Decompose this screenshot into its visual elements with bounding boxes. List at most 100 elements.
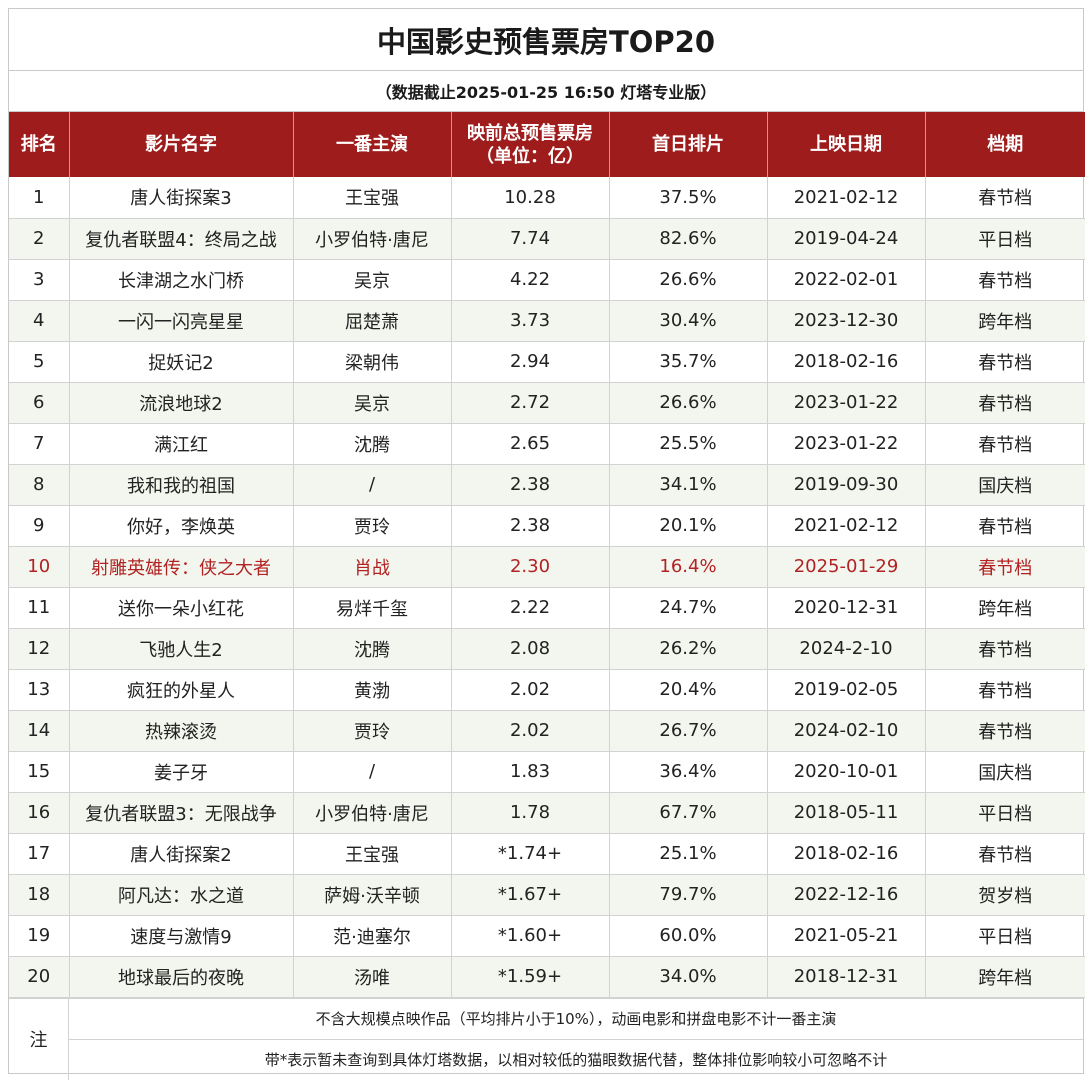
cell-presale: *1.59+: [451, 956, 610, 998]
cell-first-day-share: 67.7%: [609, 792, 768, 834]
note-line-2: 带*表示暂未查询到具体灯塔数据，以相对较低的猫眼数据代替，整体排位影响较小可忽略…: [69, 1038, 1083, 1080]
cell-lead: 吴京: [293, 382, 452, 424]
cell-season: 跨年档: [925, 956, 1085, 998]
cell-first-day-share: 25.1%: [609, 833, 768, 875]
cell-first-day-share: 36.4%: [609, 751, 768, 793]
cell-release-date: 2023-01-22: [767, 423, 926, 465]
cell-presale: 2.38: [451, 505, 610, 547]
cell-release-date: 2020-10-01: [767, 751, 926, 793]
cell-presale: 2.65: [451, 423, 610, 465]
cell-presale: 2.22: [451, 587, 610, 629]
cell-season: 春节档: [925, 505, 1085, 547]
cell-rank: 7: [9, 423, 70, 465]
cell-lead: 萨姆·沃辛顿: [293, 874, 452, 916]
cell-rank: 5: [9, 341, 70, 383]
cell-season: 春节档: [925, 833, 1085, 875]
cell-lead: 范·迪塞尔: [293, 915, 452, 957]
cell-film: 你好，李焕英: [69, 505, 294, 547]
cell-rank: 17: [9, 833, 70, 875]
cell-season: 平日档: [925, 218, 1085, 260]
cell-season: 贺岁档: [925, 874, 1085, 916]
header-season: 档期: [925, 112, 1085, 177]
cell-rank: 4: [9, 300, 70, 342]
cell-season: 春节档: [925, 546, 1085, 588]
cell-lead: 屈楚萧: [293, 300, 452, 342]
cell-season: 春节档: [925, 259, 1085, 301]
cell-first-day-share: 60.0%: [609, 915, 768, 957]
cell-rank: 12: [9, 628, 70, 670]
cell-release-date: 2018-05-11: [767, 792, 926, 834]
cell-presale: 2.72: [451, 382, 610, 424]
cell-release-date: 2018-02-16: [767, 341, 926, 383]
ranking-table: 排名 影片名字 一番主演 映前总预售票房 （单位：亿） 首日排片 上映日期 档期…: [9, 112, 1085, 998]
cell-release-date: 2024-2-10: [767, 628, 926, 670]
cell-release-date: 2021-02-12: [767, 505, 926, 547]
table-row: 15 姜子牙/1.83 36.4% 2020-10-01 国庆档: [9, 751, 1085, 793]
header-film: 影片名字: [69, 112, 294, 177]
cell-lead: 贾玲: [293, 505, 452, 547]
cell-lead: 王宝强: [293, 177, 452, 219]
cell-presale: 2.08: [451, 628, 610, 670]
cell-lead: 易烊千玺: [293, 587, 452, 629]
cell-lead: 贾玲: [293, 710, 452, 752]
cell-release-date: 2019-09-30: [767, 464, 926, 506]
cell-first-day-share: 35.7%: [609, 341, 768, 383]
cell-lead: 吴京: [293, 259, 452, 301]
cell-first-day-share: 37.5%: [609, 177, 768, 219]
table-row: 12 飞驰人生2 沈腾 2.08 26.2% 2024-2-10 春节档: [9, 628, 1085, 670]
table-row: 9 你好，李焕英 贾玲 2.38 20.1% 2021-02-12 春节档: [9, 505, 1085, 547]
table-header-row: 排名 影片名字 一番主演 映前总预售票房 （单位：亿） 首日排片 上映日期 档期: [9, 112, 1085, 177]
cell-first-day-share: 79.7%: [609, 874, 768, 916]
cell-film: 地球最后的夜晚: [69, 956, 294, 998]
table-row: 18 阿凡达：水之道 萨姆·沃辛顿 *1.67+ 79.7% 2022-12-16 贺岁档: [9, 874, 1085, 916]
table-row: 2 复仇者联盟4：终局之战 小罗伯特·唐尼 7.74 82.6% 2019-04-24 平日…: [9, 218, 1085, 260]
cell-rank: 9: [9, 505, 70, 547]
cell-lead: 沈腾: [293, 628, 452, 670]
cell-presale: *1.67+: [451, 874, 610, 916]
note-line-1: 不含大规模点映作品（平均排片小于10%），动画电影和拼盘电影不计一番主演: [315, 1010, 837, 1028]
cell-presale: *1.60+: [451, 915, 610, 957]
cell-lead: 小罗伯特·唐尼: [293, 218, 452, 260]
cell-release-date: 2019-04-24: [767, 218, 926, 260]
header-release-date: 上映日期: [767, 112, 926, 177]
cell-first-day-share: 24.7%: [609, 587, 768, 629]
table-row: 13 疯狂的外星人 黄渤 2.02 20.4% 2019-02-05 春节档: [9, 669, 1085, 711]
notes-lines: 不含大规模点映作品（平均排片小于10%），动画电影和拼盘电影不计一番主演 带*表…: [69, 999, 1083, 1080]
header-presale-line2: （单位：亿）: [476, 145, 584, 167]
cell-presale: 1.83: [451, 751, 610, 793]
cell-rank: 15: [9, 751, 70, 793]
cell-film: 速度与激情9: [69, 915, 294, 957]
table-row: 1 唐人街探案3 王宝强 10.28 37.5% 2021-02-12 春节档: [9, 177, 1085, 219]
cell-lead: 小罗伯特·唐尼: [293, 792, 452, 834]
table-row: 7 满江红 沈腾 2.65 25.5% 2023-01-22 春节档: [9, 423, 1085, 465]
table-row: 10 射雕英雄传：侠之大者 肖战 2.30 16.4% 2025-01-29 春节档: [9, 546, 1085, 588]
table-row: 17 唐人街探案2 王宝强 *1.74+ 25.1% 2018-02-16 春节档: [9, 833, 1085, 875]
cell-first-day-share: 20.4%: [609, 669, 768, 711]
cell-film: 满江红: [69, 423, 294, 465]
header-presale: 映前总预售票房 （单位：亿）: [451, 112, 610, 177]
cell-first-day-share: 25.5%: [609, 423, 768, 465]
cell-release-date: 2018-12-31: [767, 956, 926, 998]
cell-lead: 黄渤: [293, 669, 452, 711]
cell-first-day-share: 26.6%: [609, 259, 768, 301]
cell-season: 国庆档: [925, 751, 1085, 793]
cell-presale: 3.73: [451, 300, 610, 342]
cell-first-day-share: 20.1%: [609, 505, 768, 547]
cell-lead: 沈腾: [293, 423, 452, 465]
cell-film: 一闪一闪亮星星: [69, 300, 294, 342]
cell-film: 唐人街探案3: [69, 177, 294, 219]
cell-film: 阿凡达：水之道: [69, 874, 294, 916]
cell-rank: 20: [9, 956, 70, 998]
cell-first-day-share: 82.6%: [609, 218, 768, 260]
cell-presale: 2.38: [451, 464, 610, 506]
cell-rank: 1: [9, 177, 70, 219]
cell-release-date: 2023-12-30: [767, 300, 926, 342]
cell-first-day-share: 34.0%: [609, 956, 768, 998]
cell-release-date: 2024-02-10: [767, 710, 926, 752]
table-row: 14 热辣滚烫 贾玲 2.02 26.7% 2024-02-10 春节档: [9, 710, 1085, 752]
cell-rank: 2: [9, 218, 70, 260]
cell-rank: 13: [9, 669, 70, 711]
cell-presale: 2.94: [451, 341, 610, 383]
cell-film: 唐人街探案2: [69, 833, 294, 875]
cell-film: 我和我的祖国: [69, 464, 294, 506]
